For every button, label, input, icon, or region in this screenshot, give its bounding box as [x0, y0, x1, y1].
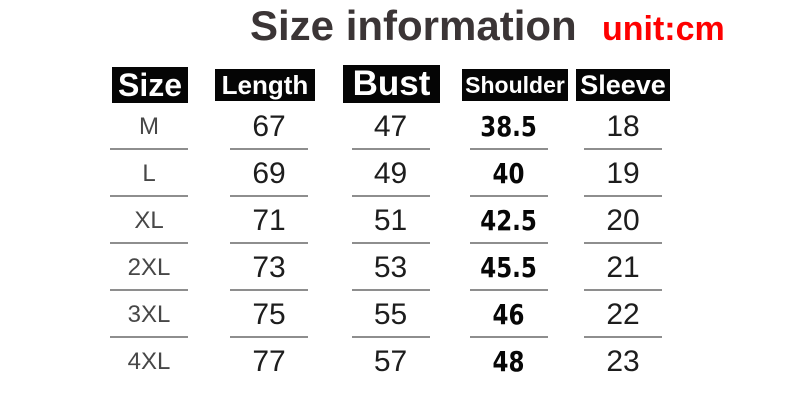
cell-length-3xl: 75	[208, 293, 330, 340]
cell-sleeve-3xl: 22	[566, 293, 680, 340]
cell-size-3xl: 3XL	[90, 293, 208, 340]
column-header-shoulder: Shoulder	[462, 69, 568, 101]
unit-label: unit:cm	[602, 10, 725, 48]
cell-size-m: M	[90, 105, 208, 152]
cell-sleeve-xl: 20	[566, 199, 680, 246]
cell-shoulder-l: 40	[451, 152, 566, 199]
cell-shoulder-3xl: 46	[451, 293, 566, 340]
cell-bust-xl: 51	[330, 199, 451, 246]
cell-sleeve-2xl: 21	[566, 246, 680, 293]
cell-length-l: 69	[208, 152, 330, 199]
cell-bust-4xl: 57	[373, 344, 408, 378]
column-header-bust: Bust	[343, 64, 440, 103]
cell-size-2xl: 2XL	[90, 246, 208, 293]
cell-shoulder-m: 38.5	[451, 105, 566, 152]
cell-shoulder-xl: 42.5	[451, 199, 566, 246]
cell-length-m: 67	[208, 105, 330, 152]
cell-sleeve-4xl: 23	[606, 344, 640, 378]
column-header-length: Length	[215, 69, 315, 101]
column-header-size: Size	[112, 67, 188, 103]
page-title: Size information	[250, 2, 577, 49]
cell-size-4xl: 4XL	[127, 347, 171, 375]
cell-bust-3xl: 55	[330, 293, 451, 340]
cell-length-4xl: 77	[252, 344, 286, 378]
cell-bust-m: 47	[330, 105, 451, 152]
size-table: M 67 47 38.5 18 L 69 49 40 19 XL 71 51 4…	[90, 105, 680, 387]
column-header-sleeve: Sleeve	[576, 69, 670, 101]
cell-sleeve-l: 19	[566, 152, 680, 199]
cell-sleeve-m: 18	[566, 105, 680, 152]
cell-size-l: L	[90, 152, 208, 199]
cell-bust-l: 49	[330, 152, 451, 199]
cell-size-xl: XL	[90, 199, 208, 246]
cell-length-2xl: 73	[208, 246, 330, 293]
cell-shoulder-2xl: 45.5	[451, 246, 566, 293]
cell-bust-2xl: 53	[330, 246, 451, 293]
cell-length-xl: 71	[208, 199, 330, 246]
cell-shoulder-4xl: 48	[492, 345, 525, 378]
